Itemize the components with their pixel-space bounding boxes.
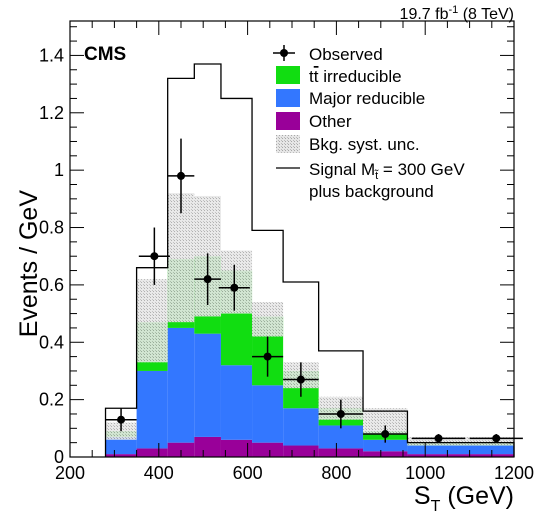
legend-major-label: Major reducible	[309, 89, 425, 108]
axes: 200 400 600 800 1000 1200 0 0.2 0.4 0.6 0.8 1 1.2 1.4	[39, 20, 534, 483]
legend-other-label: Other	[309, 112, 352, 131]
legend-item-other: Other	[276, 112, 352, 131]
x-tick-label: 400	[144, 463, 174, 483]
legend-item-ttbar: tt irreducible	[276, 66, 402, 86]
y-tick-label: 1	[54, 160, 64, 180]
signal-step-line	[104, 63, 515, 457]
legend-signal-label: Signal Mt̃ = 300 GeV	[309, 160, 465, 182]
observed-point	[203, 275, 212, 284]
legend-syst-swatch	[276, 135, 300, 153]
x-tick-label: 200	[55, 463, 85, 483]
major-bar	[136, 370, 168, 449]
major-bar	[220, 365, 253, 440]
observed-point	[177, 171, 185, 180]
legend-item-major: Major reducible	[276, 89, 425, 108]
other-bar	[194, 436, 221, 457]
syst-band-bin	[220, 250, 253, 314]
other-bar	[136, 448, 168, 457]
y-tick-label: 0	[54, 447, 64, 467]
observed-point	[336, 409, 345, 418]
major-bar	[167, 327, 195, 443]
other-bar	[407, 454, 514, 457]
observed-point	[434, 434, 443, 443]
x-tick-label: 600	[233, 463, 263, 483]
y-tick-label: 0.8	[39, 218, 64, 238]
major-bar	[407, 445, 514, 455]
legend: Observed tt irreducible Major reducible …	[273, 45, 465, 201]
x-tick-label: 1200	[494, 463, 534, 483]
legend-ttbar-swatch	[276, 66, 300, 84]
observed-point	[492, 434, 501, 443]
legend-signal-label-line2: plus background	[309, 182, 434, 201]
signal-line	[104, 63, 515, 457]
y-tick-label: 1.2	[39, 103, 64, 123]
syst-band-bin	[252, 302, 284, 337]
y-tick-label: 0.4	[39, 332, 64, 352]
y-tick-label: 0.6	[39, 275, 64, 295]
syst-band-bin	[136, 279, 168, 363]
observed-points	[105, 138, 523, 443]
legend-observed-label: Observed	[309, 45, 383, 64]
other-bar	[252, 442, 284, 457]
observed-point	[117, 415, 126, 424]
legend-major-swatch	[276, 89, 300, 107]
major-bar	[283, 408, 319, 446]
other-bar	[220, 439, 253, 457]
legend-item-observed: Observed	[273, 45, 383, 64]
other-bar	[363, 451, 408, 457]
observed-point	[381, 430, 390, 439]
syst-band-bin	[167, 193, 195, 323]
major-bar	[318, 425, 364, 449]
other-bar	[167, 442, 195, 457]
legend-item-syst: Bkg. syst. unc.	[276, 135, 420, 154]
y-tick-label: 1.4	[39, 45, 64, 65]
observed-point	[150, 252, 159, 261]
x-axis-title: ST (GeV)	[414, 482, 514, 515]
syst-band-bin	[407, 436, 514, 446]
legend-observed-marker	[280, 49, 288, 57]
observed-point	[263, 352, 272, 361]
legend-item-signal: Signal Mt̃ = 300 GeV plus background	[276, 160, 465, 201]
legend-syst-label: Bkg. syst. unc.	[309, 135, 420, 154]
major-bar	[363, 439, 408, 452]
x-tick-label: 1000	[405, 463, 445, 483]
major-bar	[194, 333, 221, 437]
observed-point	[230, 283, 239, 292]
lumi-label: 19.7 fb-1 (8 TeV)	[400, 4, 514, 23]
major-bar	[252, 385, 284, 443]
y-axis-title: Events / GeV	[15, 190, 43, 338]
other-bar	[318, 448, 364, 457]
x-tick-label: 800	[321, 463, 351, 483]
observed-point	[296, 375, 305, 384]
other-bar	[283, 445, 319, 457]
y-tick-label: 0.2	[39, 390, 64, 410]
cms-label: CMS	[84, 44, 126, 65]
legend-ttbar-label: tt irreducible	[309, 67, 402, 86]
other-bar	[105, 454, 137, 457]
legend-other-swatch	[276, 112, 300, 130]
major-bar	[105, 436, 137, 455]
